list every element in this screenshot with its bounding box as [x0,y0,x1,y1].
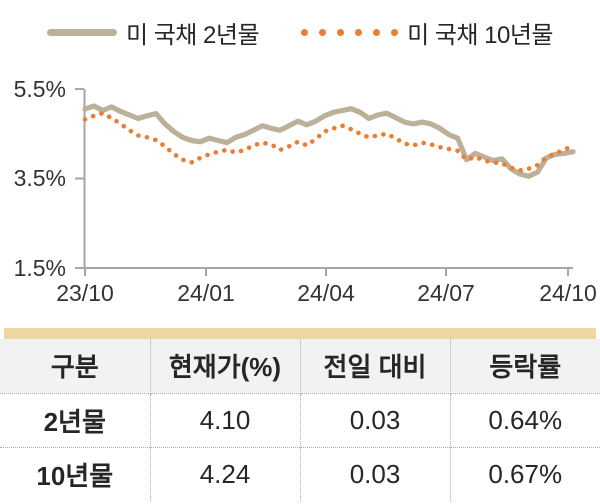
chart-legend: 미 국채 2년물 미 국채 10년물 [0,0,600,58]
series-lines [82,103,576,179]
legend-item-2y: 미 국채 2년물 [46,15,260,50]
line-chart: 5.5% 3.5% 1.5% 23/10 24/01 24/04 [0,58,600,318]
svg-text:24/04: 24/04 [297,280,355,306]
value-10y-change-pct: 0.67% [488,458,563,489]
col-header-current: 현재가(%) [150,339,301,394]
row-label-2y: 2년물 [0,393,151,447]
svg-text:24/01: 24/01 [177,280,235,306]
table-header-row: 구분 현재가(%) 전일 대비 등락률 [0,339,600,394]
chart-canvas: 5.5% 3.5% 1.5% 23/10 24/01 24/04 [14,76,597,306]
solid-line-swatch-icon [46,28,117,36]
y-tick-label-mid: 3.5% [14,165,66,191]
y-tick-label-top: 5.5% [14,76,66,102]
legend-label-10y: 미 국채 10년물 [407,21,554,49]
summary-table: 구분 현재가(%) 전일 대비 등락률 2년물 4.10 0.03 0.64% … [0,339,600,501]
table-row-10y: 10년물 4.24 0.03 0.67% [0,447,600,501]
svg-text:24/10: 24/10 [539,280,597,306]
col-header-change-pct: 등락률 [450,339,600,394]
col-header-category: 구분 [0,339,151,394]
value-10y-current: 4.24 [150,447,301,501]
col-header-change: 전일 대비 [300,339,451,394]
value-2y-change: 0.03 [300,393,451,447]
y-tick-label-bottom: 1.5% [14,255,66,281]
value-2y-current: 4.10 [150,393,301,447]
x-tick-labels: 23/10 24/01 24/04 24/07 24/10 [56,280,597,306]
row-label-10y: 10년물 [0,447,151,501]
svg-text:24/07: 24/07 [417,280,475,306]
value-10y-change: 0.03 [300,447,451,501]
legend-item-10y: 미 국채 10년물 [301,15,554,50]
value-2y-change-pct: 0.64% [488,404,563,435]
summary-table-section: 구분 현재가(%) 전일 대비 등락률 2년물 4.10 0.03 0.64% … [0,328,600,501]
accent-bar [4,328,596,339]
dotted-line-swatch-icon [301,28,399,36]
svg-text:23/10: 23/10 [56,280,114,306]
table-row-2y: 2년물 4.10 0.03 0.64% [0,393,600,447]
series-line-2y [82,103,576,179]
legend-label-2y: 미 국채 2년물 [125,21,260,49]
